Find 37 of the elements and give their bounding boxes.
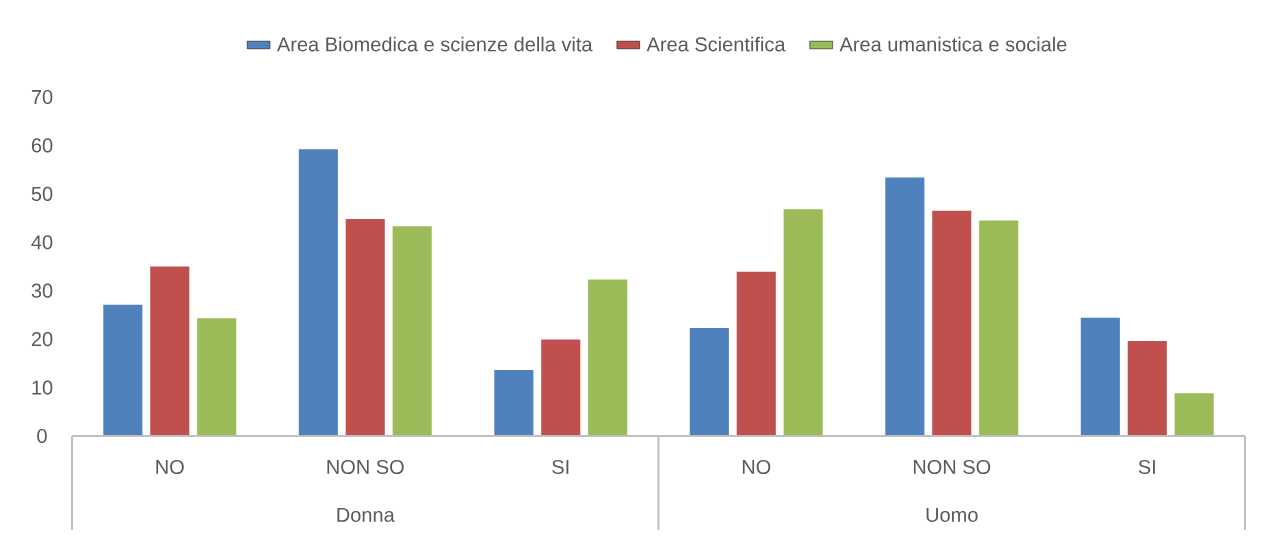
legend-label: Area Biomedica e scienze della vita: [276, 36, 593, 52]
bar: [885, 177, 925, 436]
y-tick-label: 0: [37, 428, 47, 444]
bar: [150, 266, 190, 436]
bar: [783, 209, 823, 436]
x-tick-label: SI: [1138, 459, 1155, 475]
x-tick-label: NO: [156, 459, 184, 475]
y-tick-label: 70: [31, 89, 53, 105]
bar: [298, 149, 338, 436]
y-tick-label: 40: [31, 235, 53, 250]
x-tick-label: NO: [742, 459, 771, 475]
bar: [736, 271, 776, 436]
text: Uomo: [926, 508, 978, 522]
bar: [1174, 393, 1214, 436]
legend-label: Area Scientifica: [646, 36, 786, 52]
bar: [979, 220, 1019, 436]
bar: [1127, 341, 1167, 436]
bar: [197, 318, 237, 436]
bar: [103, 304, 143, 436]
bar: [392, 226, 432, 436]
y-tick-label: 20: [31, 332, 53, 347]
legend-label: Area umanistica e sociale: [839, 36, 1067, 52]
bar: [1080, 317, 1120, 436]
x-tick-label: NON SO: [327, 459, 404, 475]
bar: [689, 327, 729, 436]
y-tick-label: 10: [32, 380, 53, 395]
bar: [494, 370, 534, 436]
y-tick-label: 60: [31, 138, 53, 153]
bar: [588, 279, 628, 436]
y-tick-label: 30: [31, 283, 53, 298]
bar: [932, 210, 972, 436]
text: Donna: [337, 508, 395, 522]
y-tick-label: 50: [31, 186, 53, 201]
bar: [541, 339, 581, 436]
x-tick-label: SI: [552, 459, 569, 475]
x-tick-label: NON SO: [913, 459, 991, 475]
bar: [345, 219, 385, 436]
